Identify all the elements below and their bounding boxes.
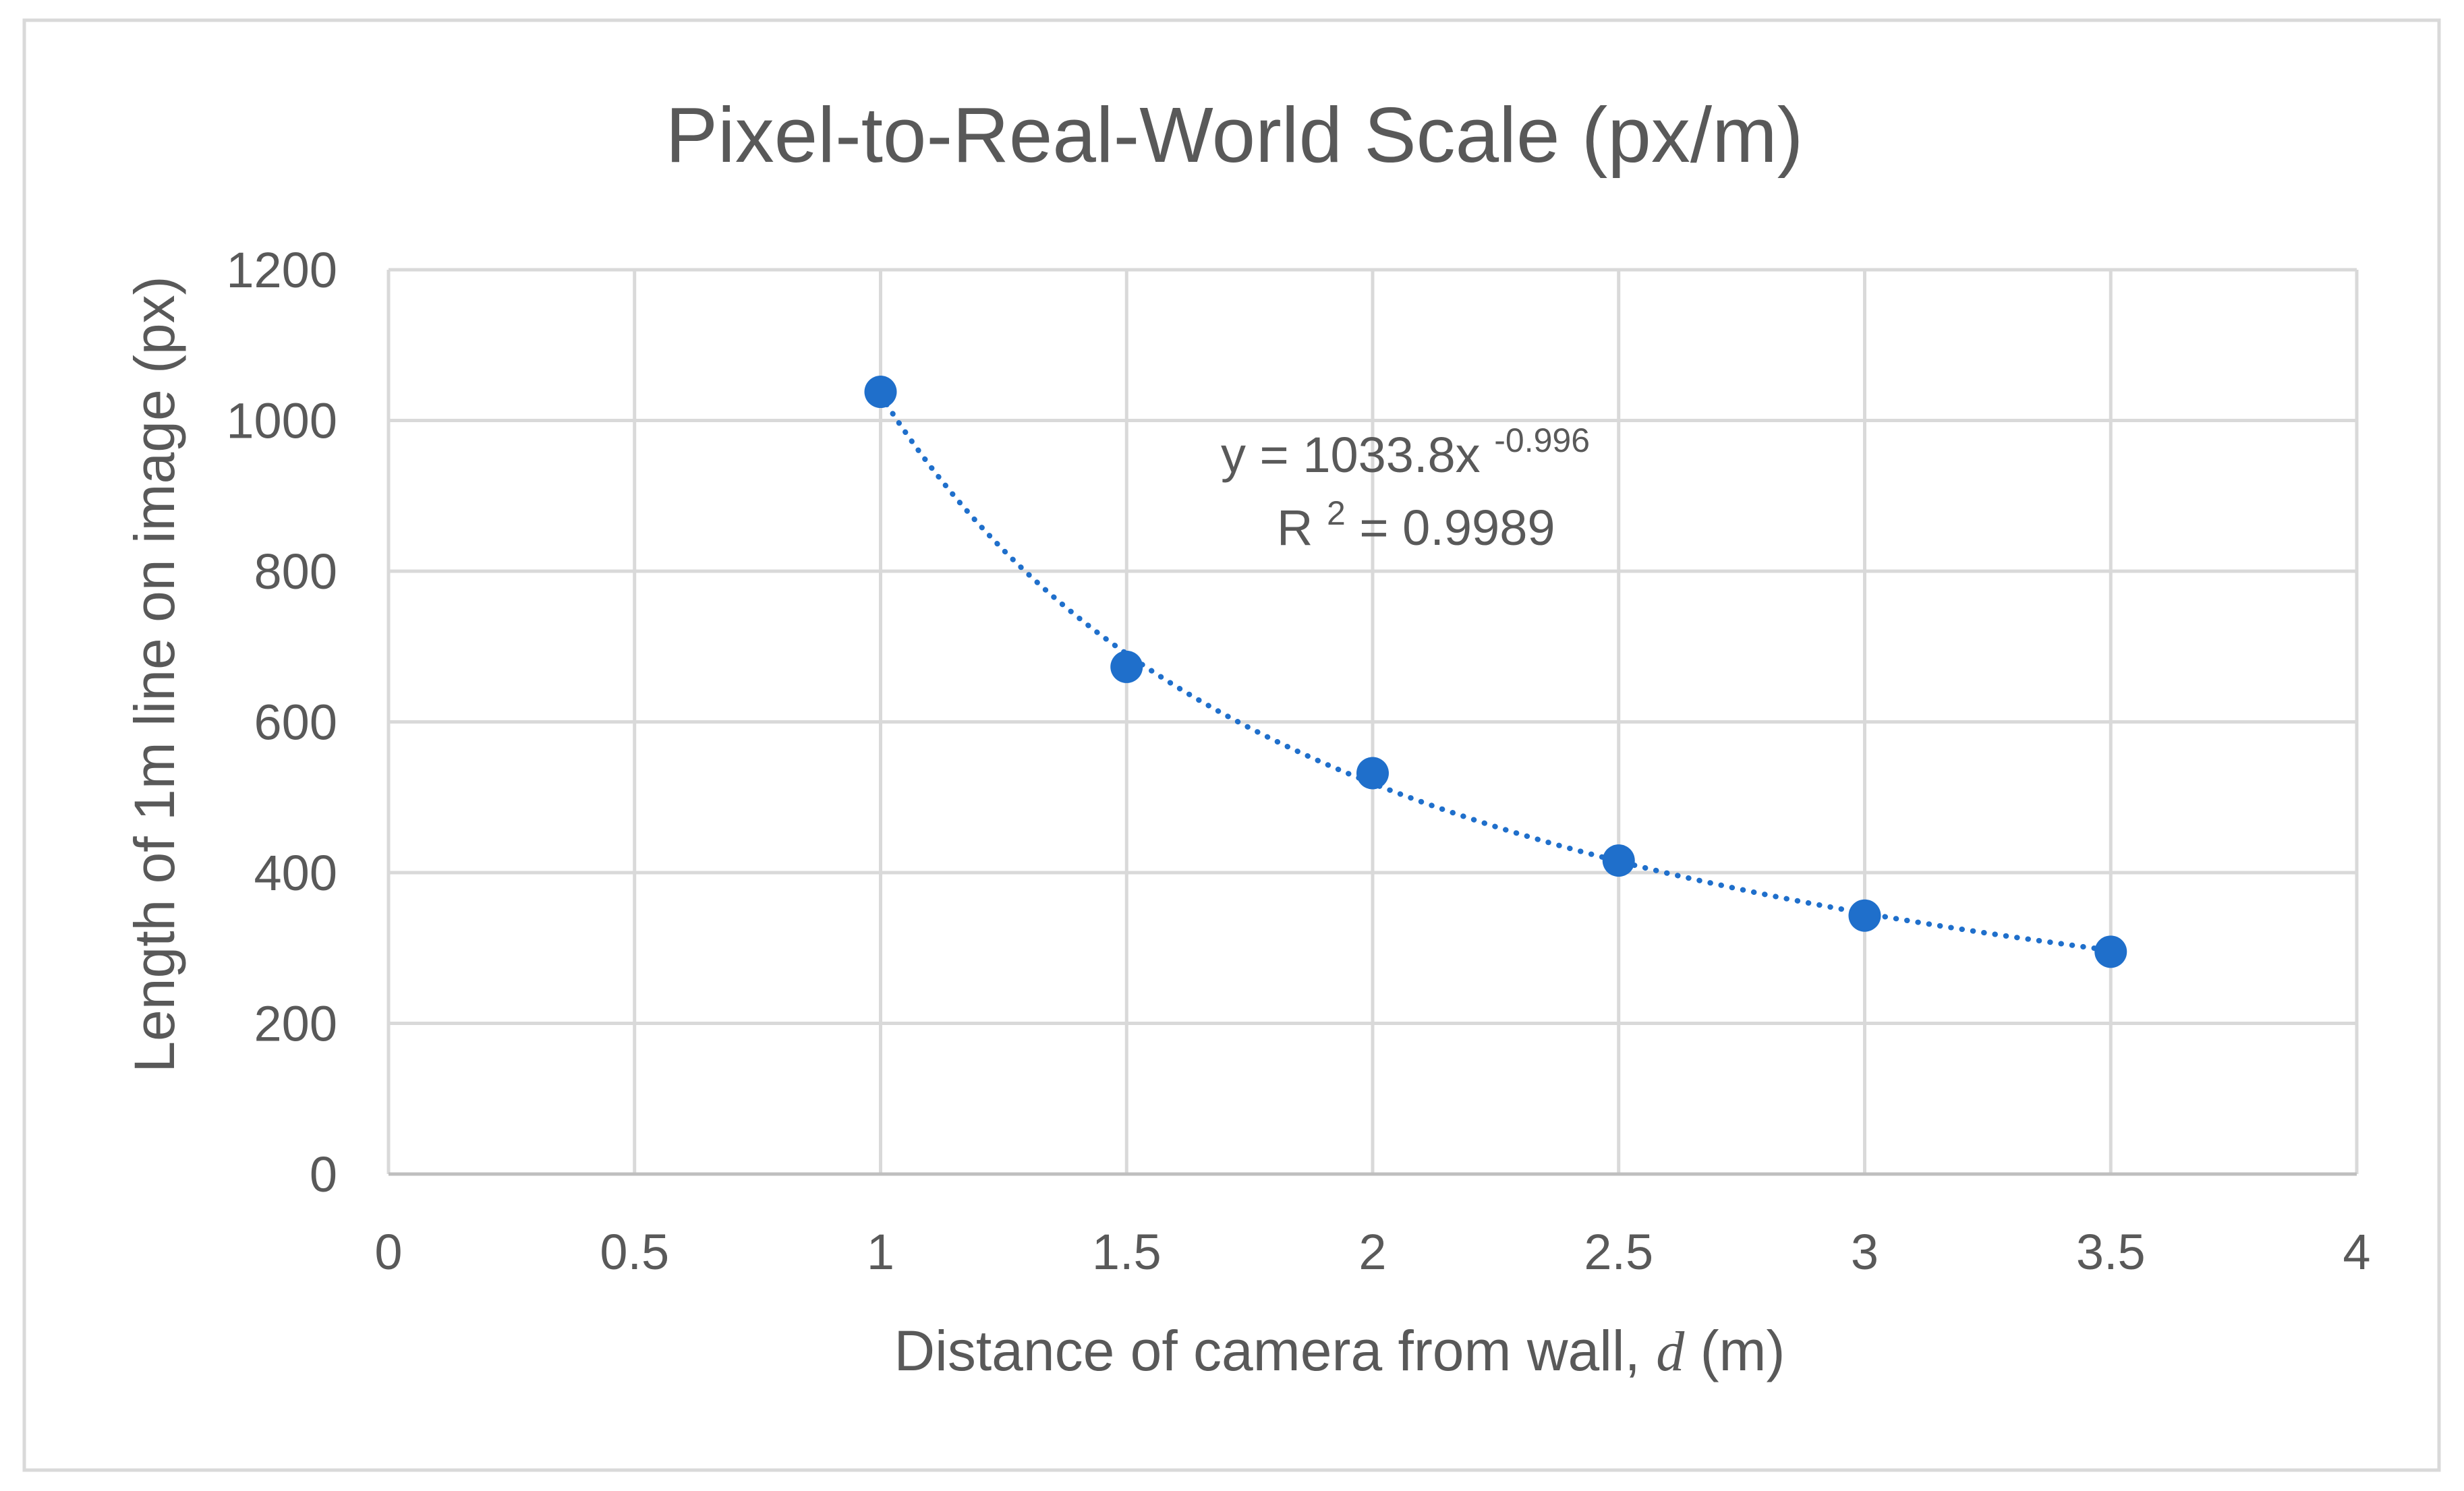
y-tick-label: 400 — [254, 845, 337, 901]
data-point — [864, 376, 897, 409]
chart-border — [22, 18, 2441, 1472]
trendline-equation: y = 1033.8x -0.996 — [1221, 421, 1590, 483]
x-axis-label: Distance of camera from wall, d (m) — [894, 1319, 1785, 1383]
x-tick-label: 2 — [1358, 1224, 1386, 1280]
x-tick-label: 4 — [2343, 1224, 2370, 1280]
data-points — [864, 376, 2127, 968]
data-point — [2094, 935, 2127, 968]
trendline — [878, 392, 2114, 954]
x-tick-label: 0 — [374, 1224, 402, 1280]
y-tick-label: 800 — [254, 544, 337, 600]
y-tick-label: 600 — [254, 695, 337, 751]
data-point — [1356, 757, 1389, 790]
r-squared-symbol: R — [1277, 500, 1313, 556]
data-point — [1110, 650, 1143, 683]
x-tick-label: 1 — [867, 1224, 894, 1280]
x-tick-label: 1.5 — [1092, 1224, 1162, 1280]
data-point — [1848, 899, 1881, 932]
x-tick-label: 0.5 — [600, 1224, 669, 1280]
r-squared-superscript: 2 — [1327, 494, 1346, 532]
trendline-r-squared: R 2 = 0.9989 — [1277, 479, 1555, 556]
x-tick-label: 3.5 — [2076, 1224, 2146, 1280]
y-tick-label: 1200 — [226, 242, 337, 298]
y-tick-labels: 0 200 400 600 800 1000 1200 — [226, 242, 337, 1202]
equation-exponent: -0.996 — [1494, 421, 1590, 459]
y-tick-label: 0 — [310, 1146, 337, 1202]
y-axis-label: Length of 1m line on image (px) — [123, 276, 186, 1072]
x-tick-label: 2.5 — [1584, 1224, 1653, 1280]
chart-title: Pixel-to-Real-World Scale (px/m) — [666, 91, 1804, 179]
x-tick-label: 3 — [1851, 1224, 1879, 1280]
x-axis-label-suffix: (m) — [1700, 1319, 1785, 1382]
x-axis-label-variable: d — [1656, 1320, 1685, 1383]
data-point — [1602, 844, 1635, 877]
x-axis-label-prefix: Distance of camera from wall, — [894, 1319, 1657, 1382]
y-tick-label: 200 — [254, 996, 337, 1052]
x-tick-labels: 0 0.5 1 1.5 2 2.5 3 3.5 4 — [374, 1224, 2370, 1280]
y-tick-label: 1000 — [226, 393, 337, 449]
r-squared-value: = 0.9989 — [1359, 500, 1555, 556]
equation-main: y = 1033.8x — [1221, 427, 1481, 483]
